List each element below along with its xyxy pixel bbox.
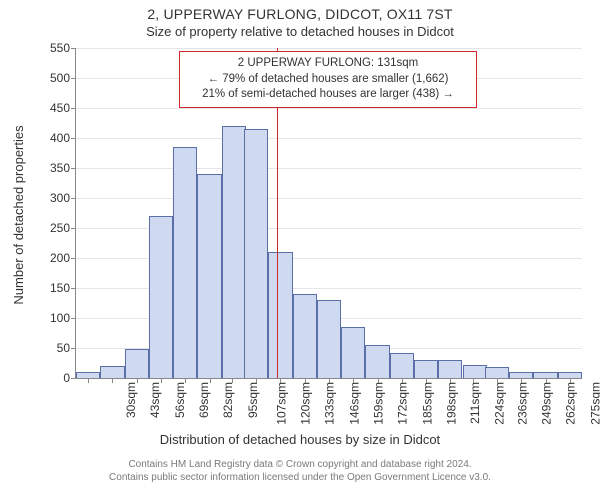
x-tick-label: 275sqm [588,382,600,425]
y-tick-label: 0 [63,371,76,385]
y-tick-label: 150 [50,281,76,295]
x-tick-label: 82sqm [221,382,235,418]
x-tick-mark [426,378,427,383]
x-tick-mark [402,378,403,383]
x-tick-label: 30sqm [124,382,138,418]
y-tick-label: 50 [57,341,76,355]
grid-line [76,108,582,109]
x-tick-label: 211sqm [468,382,482,424]
figure: 2, UPPERWAY FURLONG, DIDCOT, OX11 7ST Si… [0,0,600,500]
y-tick-label: 550 [50,41,76,55]
histogram-bar [100,366,124,378]
x-tick-label: 43sqm [148,382,162,418]
histogram-bar [244,129,268,378]
footnote-line2: Contains public sector information licen… [0,471,600,484]
title-address: 2, UPPERWAY FURLONG, DIDCOT, OX11 7ST [0,6,600,22]
histogram-bar [149,216,173,378]
x-tick-label: 185sqm [420,382,434,425]
annotation-line1: 2 UPPERWAY FURLONG: 131sqm [188,56,468,72]
y-axis-label: Number of detached properties [11,125,26,304]
x-tick-mark [570,378,571,383]
footnote: Contains HM Land Registry data © Crown c… [0,458,600,484]
x-tick-mark [210,378,211,383]
x-tick-label: 198sqm [445,382,459,425]
y-tick-label: 350 [50,161,76,175]
histogram-bar [365,345,389,378]
x-tick-label: 69sqm [197,382,211,418]
x-tick-mark [137,378,138,383]
grid-line [76,138,582,139]
y-tick-label: 200 [50,251,76,265]
grid-line [76,168,582,169]
annotation-box: 2 UPPERWAY FURLONG: 131sqm ← 79% of deta… [179,51,477,108]
x-tick-label: 262sqm [564,382,578,425]
footnote-line1: Contains HM Land Registry data © Crown c… [0,458,600,471]
histogram-bar [463,365,487,378]
x-tick-label: 172sqm [396,382,410,425]
x-tick-label: 249sqm [540,382,554,425]
histogram-bar [268,252,292,378]
histogram-bar [173,147,197,378]
x-tick-label: 95sqm [246,382,260,418]
x-tick-mark [329,378,330,383]
x-tick-label: 224sqm [493,382,507,425]
x-tick-mark [353,378,354,383]
x-tick-label: 56sqm [173,382,187,418]
x-tick-mark [256,378,257,383]
x-tick-label: 159sqm [372,382,386,425]
histogram-bar [390,353,414,378]
histogram-bar [197,174,221,378]
x-tick-mark [378,378,379,383]
y-tick-label: 100 [50,311,76,325]
titles: 2, UPPERWAY FURLONG, DIDCOT, OX11 7ST Si… [0,6,600,39]
x-tick-mark [88,378,89,383]
x-tick-mark [280,378,281,383]
y-tick-label: 450 [50,101,76,115]
histogram-bar [293,294,317,378]
x-tick-label: 120sqm [299,382,313,425]
x-tick-label: 146sqm [347,382,361,425]
x-tick-mark [232,378,233,383]
x-tick-label: 236sqm [515,382,529,425]
x-tick-mark [450,378,451,383]
y-tick-label: 250 [50,221,76,235]
x-tick-label: 133sqm [323,382,337,425]
histogram-bar [317,300,341,378]
grid-line [76,48,582,49]
title-subtitle: Size of property relative to detached ho… [0,24,600,39]
x-tick-mark [112,378,113,383]
y-tick-label: 500 [50,71,76,85]
annotation-line2: ← 79% of detached houses are smaller (1,… [188,72,468,88]
x-tick-label: 107sqm [275,382,289,425]
x-tick-mark [521,378,522,383]
x-tick-mark [497,378,498,383]
x-tick-mark [185,378,186,383]
plot-area: 05010015020025030035040045050055030sqm43… [75,48,582,379]
annotation-line3: 21% of semi-detached houses are larger (… [188,87,468,103]
histogram-bar [125,349,149,378]
x-tick-mark [473,378,474,383]
histogram-bar [485,367,509,378]
x-axis-label: Distribution of detached houses by size … [0,432,600,447]
x-tick-mark [161,378,162,383]
histogram-bar [438,360,462,378]
histogram-bar [341,327,365,378]
x-tick-mark [305,378,306,383]
grid-line [76,198,582,199]
y-tick-label: 400 [50,131,76,145]
y-tick-label: 300 [50,191,76,205]
histogram-bar [414,360,438,378]
x-tick-mark [546,378,547,383]
histogram-bar [222,126,246,378]
